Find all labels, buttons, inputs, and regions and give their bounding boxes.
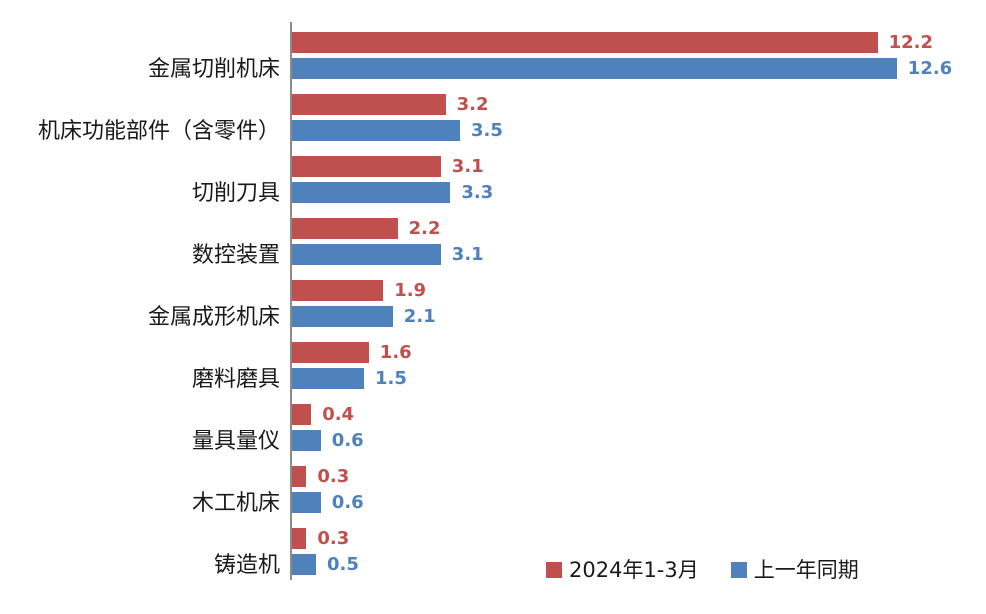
category-label: 机床功能部件（含零件） (37, 119, 280, 144)
chart-row: 金属成形机床 1.9 2.1 (0, 270, 986, 332)
bar-value-label: 0.3 (317, 466, 350, 487)
bar-previous-period (292, 430, 321, 451)
bar-current-period (292, 466, 307, 487)
chart-row: 切削刀具 3.1 3.3 (0, 146, 986, 208)
category-bars: 2.2 3.1 (292, 208, 986, 270)
category-label: 金属成形机床 (147, 305, 280, 330)
category-bars: 3.2 3.5 (292, 84, 986, 146)
bar-previous-period (292, 306, 393, 327)
bar-current-period (292, 528, 307, 549)
bar-previous-period (292, 182, 451, 203)
bar-previous-period (292, 492, 321, 513)
bar-line: 12.6 (292, 58, 986, 79)
chart-row: 铸造机 0.3 0.5 (0, 518, 986, 580)
category-label: 数控装置 (191, 243, 280, 268)
bar-line: 0.3 (292, 528, 986, 549)
bar-value-label: 3.2 (456, 94, 489, 115)
category-bars: 0.4 0.6 (292, 394, 986, 456)
chart-row: 数控装置 2.2 3.1 (0, 208, 986, 270)
category-bars: 1.6 1.5 (292, 332, 986, 394)
bar-current-period (292, 32, 878, 53)
bar-line: 1.6 (292, 342, 986, 363)
bar-line: 3.3 (292, 182, 986, 203)
legend-item-current-period: 2024年1-3月 (546, 558, 699, 582)
category-bars: 3.1 3.3 (292, 146, 986, 208)
category-label: 磨料磨具 (191, 367, 280, 392)
bar-current-period (292, 156, 441, 177)
bar-line: 12.2 (292, 32, 986, 53)
category-bars: 12.2 12.6 (292, 22, 986, 84)
bar-line: 0.6 (292, 430, 986, 451)
bar-previous-period (292, 120, 460, 141)
bar-value-label: 12.6 (907, 58, 953, 79)
legend-label: 2024年1-3月 (569, 558, 699, 582)
bar-line: 3.1 (292, 156, 986, 177)
bar-value-label: 12.2 (888, 32, 934, 53)
bar-previous-period (292, 58, 897, 79)
bar-value-label: 3.1 (451, 156, 484, 177)
bar-line: 0.6 (292, 492, 986, 513)
legend-swatch-blue (730, 562, 747, 578)
category-bars: 0.3 0.6 (292, 456, 986, 518)
legend-label: 上一年同期 (753, 558, 859, 582)
bar-value-label: 1.5 (375, 368, 407, 389)
category-label: 量具量仪 (191, 429, 280, 454)
bar-value-label: 0.3 (317, 528, 350, 549)
category-bars: 0.3 0.5 (292, 518, 986, 580)
bar-current-period (292, 280, 384, 301)
bar-line: 2.2 (292, 218, 986, 239)
category-label: 木工机床 (191, 491, 280, 516)
bar-line: 1.5 (292, 368, 986, 389)
bar-line: 1.9 (292, 280, 986, 301)
bar-value-label: 2.2 (408, 218, 441, 239)
bar-line: 0.3 (292, 466, 986, 487)
legend-swatch-red (546, 562, 562, 578)
bar-value-label: 0.6 (331, 430, 364, 451)
category-label: 切削刀具 (191, 181, 280, 206)
chart-row: 金属切削机床 12.2 12.6 (0, 22, 986, 84)
bar-value-label: 3.3 (461, 182, 494, 203)
bar-value-label: 0.6 (331, 492, 364, 513)
chart-row: 木工机床 0.3 0.6 (0, 456, 986, 518)
chart-rows: 金属切削机床 12.2 12.6 机床功能部件（含零件） 3.2 3.5 切削刀具 3.1 3.… (0, 22, 986, 580)
bar-current-period (292, 342, 369, 363)
bar-line: 0.5 (292, 554, 986, 575)
bar-value-label: 3.1 (451, 244, 484, 265)
bar-value-label: 1.9 (394, 280, 427, 301)
bar-line: 0.4 (292, 404, 986, 425)
bar-previous-period (292, 244, 441, 265)
bar-line: 2.1 (292, 306, 986, 327)
chart-row: 磨料磨具 1.6 1.5 (0, 332, 986, 394)
legend-item-previous-period: 上一年同期 (730, 558, 859, 582)
bar-previous-period (292, 368, 364, 389)
bar-line: 3.5 (292, 120, 986, 141)
chart-row: 量具量仪 0.4 0.6 (0, 394, 986, 456)
bar-line: 3.2 (292, 94, 986, 115)
category-bars: 1.9 2.1 (292, 270, 986, 332)
bar-previous-period (292, 554, 316, 575)
bar-value-label: 0.4 (322, 404, 355, 425)
category-label: 铸造机 (213, 553, 280, 578)
category-label: 金属切削机床 (147, 57, 280, 82)
bar-current-period (292, 404, 312, 425)
category-axis-line (290, 22, 292, 580)
bar-value-label: 3.5 (471, 120, 503, 141)
bar-value-label: 2.1 (403, 306, 436, 327)
chart-row: 机床功能部件（含零件） 3.2 3.5 (0, 84, 986, 146)
bar-value-label: 1.6 (379, 342, 412, 363)
bar-current-period (292, 218, 398, 239)
bar-current-period (292, 94, 446, 115)
legend: 2024年1-3月 上一年同期 (546, 558, 859, 582)
bar-value-label: 0.5 (327, 554, 359, 575)
bar-line: 3.1 (292, 244, 986, 265)
